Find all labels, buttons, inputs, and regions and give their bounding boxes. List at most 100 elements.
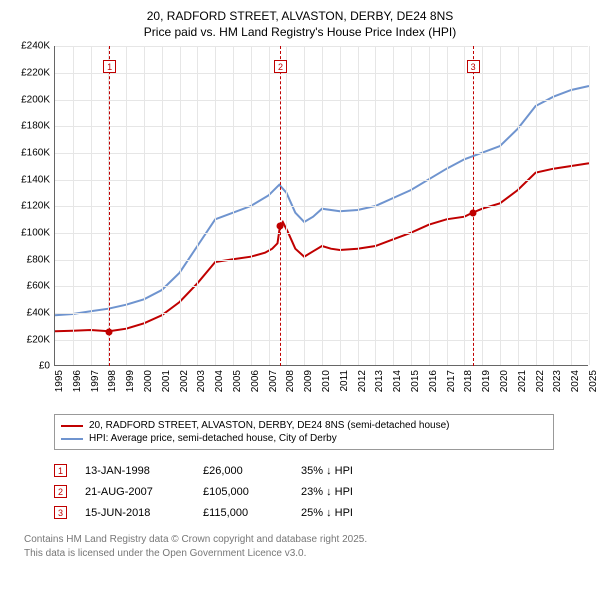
gridline-v xyxy=(393,46,394,365)
x-tick-label: 2008 xyxy=(285,370,296,392)
event-row-delta: 25% ↓ HPI xyxy=(301,507,353,519)
gridline-v xyxy=(322,46,323,365)
legend-item: HPI: Average price, semi-detached house,… xyxy=(61,432,547,445)
event-row: 2 21-AUG-2007 £105,000 23% ↓ HPI xyxy=(54,481,588,502)
gridline-v xyxy=(73,46,74,365)
gridline-v xyxy=(411,46,412,365)
gridline-v xyxy=(286,46,287,365)
gridline-v xyxy=(553,46,554,365)
event-row-num: 3 xyxy=(54,506,67,519)
y-tick-label: £240K xyxy=(21,41,50,52)
x-tick-label: 2006 xyxy=(250,370,261,392)
x-axis: 1995199619971998199920002001200220032004… xyxy=(54,366,588,406)
legend-swatch xyxy=(61,425,83,427)
footer: Contains HM Land Registry data © Crown c… xyxy=(24,533,588,560)
y-tick-label: £180K xyxy=(21,121,50,132)
x-tick-label: 2010 xyxy=(321,370,332,392)
x-tick-label: 1996 xyxy=(72,370,83,392)
x-tick-label: 2014 xyxy=(392,370,403,392)
event-row-date: 15-JUN-2018 xyxy=(85,507,185,519)
gridline-v xyxy=(162,46,163,365)
x-tick-label: 2013 xyxy=(374,370,385,392)
event-row-date: 21-AUG-2007 xyxy=(85,486,185,498)
gridline-v xyxy=(536,46,537,365)
footer-line-1: Contains HM Land Registry data © Crown c… xyxy=(24,533,588,547)
y-tick-label: £120K xyxy=(21,201,50,212)
legend: 20, RADFORD STREET, ALVASTON, DERBY, DE2… xyxy=(54,414,554,450)
chart-container: 20, RADFORD STREET, ALVASTON, DERBY, DE2… xyxy=(0,0,600,590)
gridline-v xyxy=(197,46,198,365)
y-tick-label: £100K xyxy=(21,228,50,239)
gridline-v xyxy=(429,46,430,365)
x-tick-label: 2018 xyxy=(463,370,474,392)
y-axis: £0£20K£40K£60K£80K£100K£120K£140K£160K£1… xyxy=(12,46,54,366)
event-marker-box: 2 xyxy=(274,60,287,73)
x-tick-label: 2024 xyxy=(570,370,581,392)
event-marker-box: 1 xyxy=(103,60,116,73)
event-row-delta: 23% ↓ HPI xyxy=(301,486,353,498)
event-row-num: 2 xyxy=(54,485,67,498)
event-row-price: £105,000 xyxy=(203,486,283,498)
event-row-date: 13-JAN-1998 xyxy=(85,465,185,477)
y-tick-label: £60K xyxy=(27,281,50,292)
y-tick-label: £140K xyxy=(21,174,50,185)
gridline-v xyxy=(518,46,519,365)
x-tick-label: 2004 xyxy=(214,370,225,392)
y-tick-label: £200K xyxy=(21,94,50,105)
x-tick-label: 2015 xyxy=(410,370,421,392)
x-tick-label: 2020 xyxy=(499,370,510,392)
x-tick-label: 2021 xyxy=(517,370,528,392)
gridline-v xyxy=(144,46,145,365)
gridline-v xyxy=(500,46,501,365)
y-tick-label: £0 xyxy=(39,361,50,372)
x-tick-label: 2002 xyxy=(179,370,190,392)
event-row-price: £115,000 xyxy=(203,507,283,519)
y-tick-label: £20K xyxy=(27,334,50,345)
x-tick-label: 1998 xyxy=(107,370,118,392)
sale-point xyxy=(276,223,283,230)
sale-point xyxy=(106,328,113,335)
chart-title: 20, RADFORD STREET, ALVASTON, DERBY, DE2… xyxy=(12,8,588,40)
x-tick-label: 2007 xyxy=(268,370,279,392)
y-tick-label: £160K xyxy=(21,148,50,159)
gridline-v xyxy=(589,46,590,365)
y-tick-label: £80K xyxy=(27,254,50,265)
x-tick-label: 1995 xyxy=(54,370,65,392)
plot-area: 1 2 3 xyxy=(54,46,588,366)
x-tick-label: 1997 xyxy=(90,370,101,392)
gridline-v xyxy=(251,46,252,365)
x-tick-label: 2000 xyxy=(143,370,154,392)
gridline-v xyxy=(358,46,359,365)
x-tick-label: 2023 xyxy=(552,370,563,392)
x-tick-label: 2019 xyxy=(481,370,492,392)
sale-point xyxy=(469,210,476,217)
title-line-1: 20, RADFORD STREET, ALVASTON, DERBY, DE2… xyxy=(12,8,588,24)
gridline-v xyxy=(571,46,572,365)
events-table: 113-JAN-1998£26,00035% ↓ HPI221-AUG-2007… xyxy=(54,460,588,523)
event-marker-box: 3 xyxy=(467,60,480,73)
legend-label: HPI: Average price, semi-detached house,… xyxy=(89,433,337,444)
y-tick-label: £220K xyxy=(21,68,50,79)
event-marker-line xyxy=(280,46,281,366)
event-row-delta: 35% ↓ HPI xyxy=(301,465,353,477)
chart-area: £0£20K£40K£60K£80K£100K£120K£140K£160K£1… xyxy=(12,46,588,406)
gridline-v xyxy=(269,46,270,365)
gridline-v xyxy=(482,46,483,365)
legend-item: 20, RADFORD STREET, ALVASTON, DERBY, DE2… xyxy=(61,419,547,432)
x-tick-label: 2017 xyxy=(446,370,457,392)
x-tick-label: 2001 xyxy=(161,370,172,392)
gridline-v xyxy=(126,46,127,365)
title-line-2: Price paid vs. HM Land Registry's House … xyxy=(12,24,588,40)
gridline-v xyxy=(340,46,341,365)
x-tick-label: 1999 xyxy=(125,370,136,392)
x-tick-label: 2009 xyxy=(303,370,314,392)
event-row: 3 15-JUN-2018 £115,000 25% ↓ HPI xyxy=(54,502,588,523)
legend-label: 20, RADFORD STREET, ALVASTON, DERBY, DE2… xyxy=(89,420,450,431)
gridline-v xyxy=(180,46,181,365)
x-tick-label: 2012 xyxy=(357,370,368,392)
event-row-num: 1 xyxy=(54,464,67,477)
x-tick-label: 2011 xyxy=(339,370,350,392)
event-marker-line xyxy=(473,46,474,366)
gridline-v xyxy=(464,46,465,365)
gridline-v xyxy=(304,46,305,365)
